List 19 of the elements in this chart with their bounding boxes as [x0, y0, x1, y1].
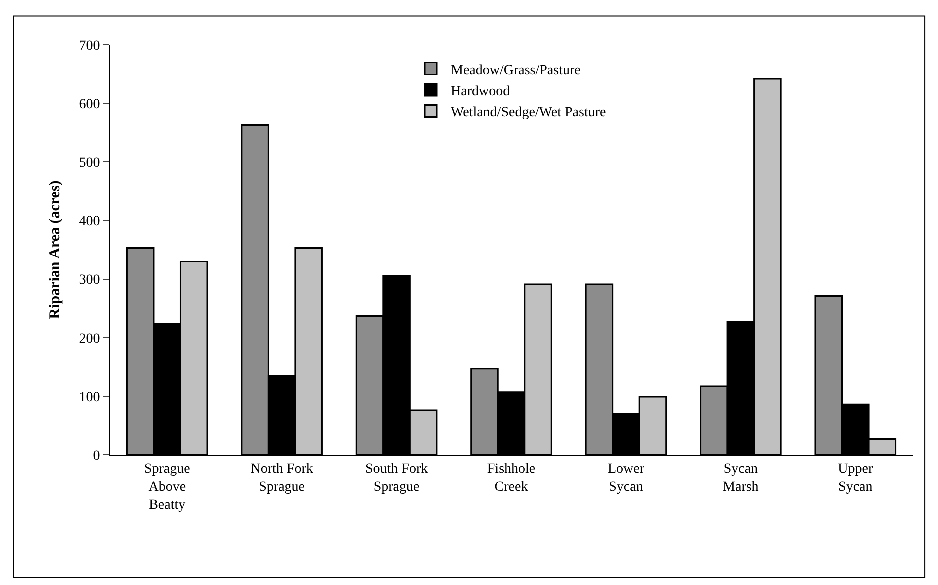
- y-tick-label: 600: [79, 97, 100, 112]
- x-tick-label: Lower Sycan: [608, 462, 645, 495]
- y-tick-label: 700: [79, 38, 100, 54]
- x-tick-label: Sycan Marsh: [723, 462, 759, 495]
- y-tick-label: 300: [79, 273, 100, 288]
- x-tick-label: South Fork Sprague: [365, 462, 428, 495]
- y-tick-label: 0: [93, 448, 100, 464]
- y-tick-label: 400: [79, 214, 100, 230]
- x-tick-label: North Fork Sprague: [250, 462, 314, 495]
- legend-label: Wetland/Sedge/Wet Pasture: [451, 106, 606, 121]
- legend-label: Hardwood: [451, 84, 510, 100]
- y-tick-label: 200: [79, 332, 100, 347]
- y-tick-label: 100: [79, 390, 100, 406]
- legend-label: Meadow/Grass/Pasture: [451, 63, 581, 78]
- y-axis-title: Riparian Area (acres): [47, 180, 64, 320]
- x-tick-label: Sprague Above Beatty: [144, 462, 190, 514]
- x-tick-label: Upper Sycan: [838, 462, 874, 495]
- x-tick-label: Fishhole Creek: [487, 462, 536, 495]
- y-tick-label: 500: [79, 156, 100, 172]
